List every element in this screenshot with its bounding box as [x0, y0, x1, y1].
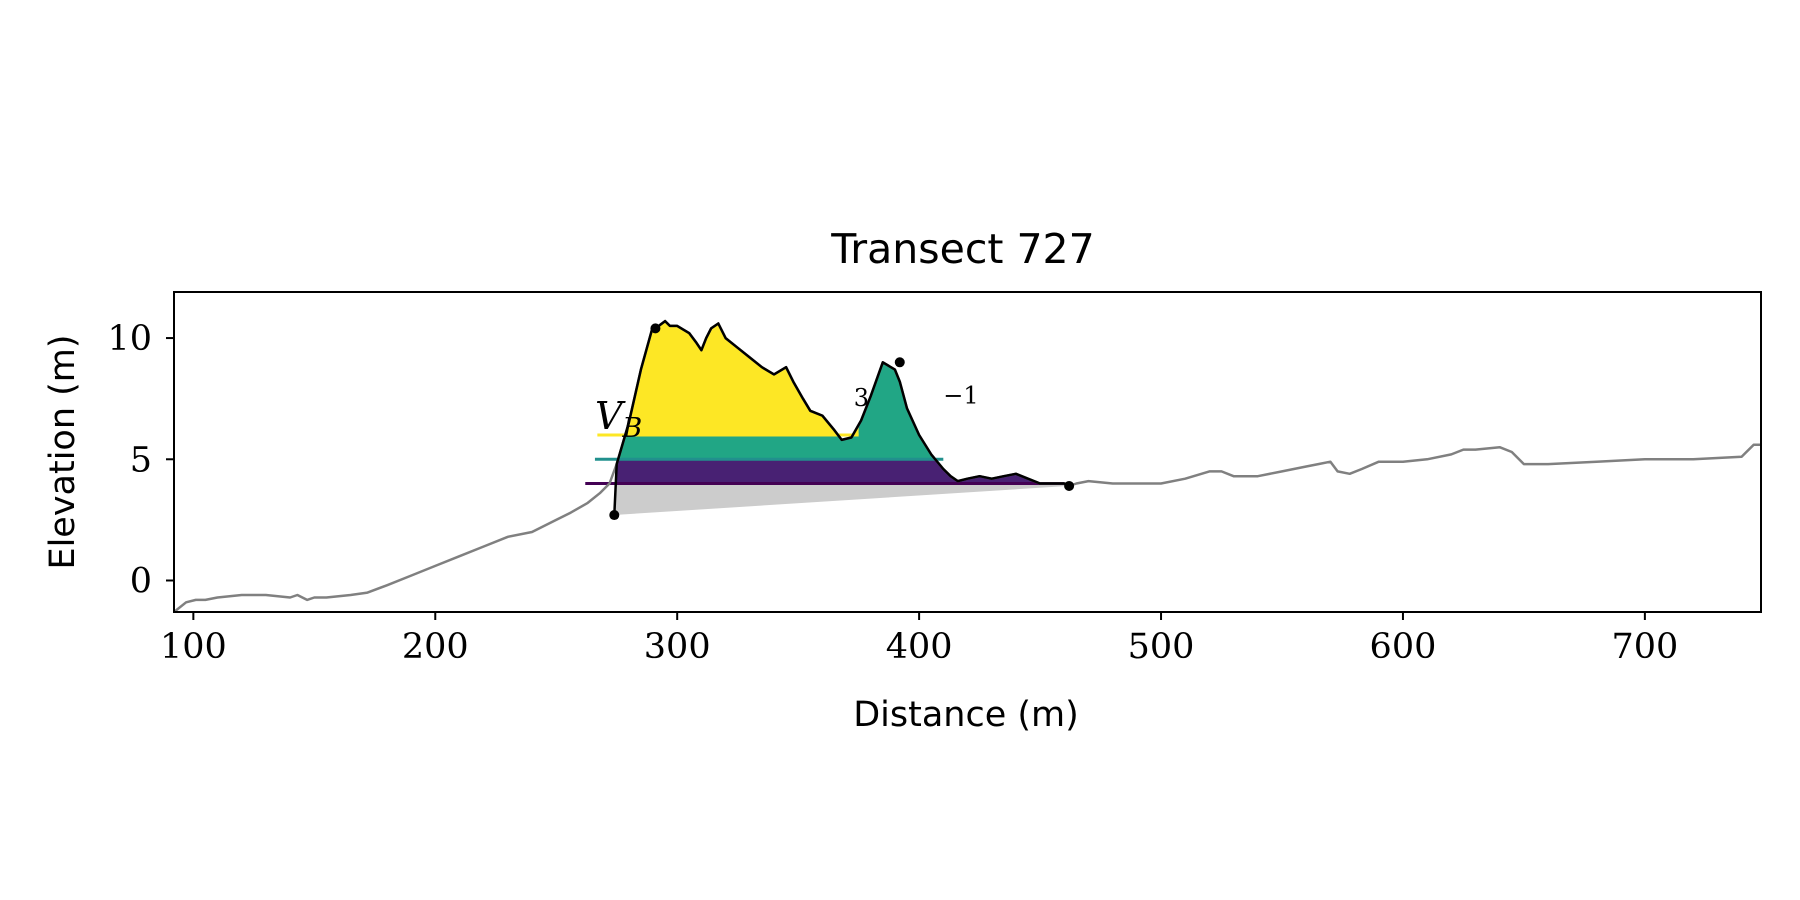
band-teal-peak-fill: [858, 362, 920, 436]
x-tick-label: 700: [1611, 627, 1678, 667]
dune-heel-marker: [1064, 480, 1075, 491]
plot-area: [174, 319, 1761, 612]
x-tick-label: 300: [644, 627, 711, 667]
y-tick-label: 5: [130, 440, 152, 480]
water-level-lines: [585, 433, 1065, 486]
y-axis: 0 5 10: [107, 319, 174, 601]
y-tick-label: 0: [130, 561, 152, 601]
x-tick-label: 200: [402, 627, 469, 667]
x-tick-label: 600: [1370, 627, 1437, 667]
annotation-vb-main: V: [595, 394, 626, 438]
annotations: 3 −1 VB: [595, 382, 979, 445]
y-tick-label: 10: [107, 319, 152, 359]
dune-toe-marker: [609, 510, 620, 521]
x-tick-label: 400: [886, 627, 953, 667]
annotation-vb-sub: B: [621, 413, 642, 444]
plot-frame: [173, 291, 1762, 613]
x-tick-label: 100: [160, 627, 227, 667]
annotation-label-vb: VB: [595, 394, 642, 444]
dune-markers: [609, 323, 1075, 521]
x-tick-label: 500: [1128, 627, 1195, 667]
annotation-label-3: 3: [854, 384, 869, 412]
chart-title: Transect 727: [830, 225, 1094, 273]
band-yellow-fill: [625, 321, 859, 436]
dune-volume-fills: [614, 321, 1070, 515]
profile-lines: [174, 319, 1761, 612]
dune-outline: [613, 319, 1070, 516]
dune-peak-marker: [894, 357, 905, 368]
annotation-label-minus1: −1: [943, 382, 978, 410]
x-axis: 100 200 300 400 500 600 700: [160, 612, 1678, 667]
y-axis-label: Elevation (m): [43, 334, 83, 569]
band-teal-fill: [618, 435, 936, 460]
x-axis-label: Distance (m): [853, 695, 1079, 735]
dune-crest-marker: [650, 323, 661, 334]
